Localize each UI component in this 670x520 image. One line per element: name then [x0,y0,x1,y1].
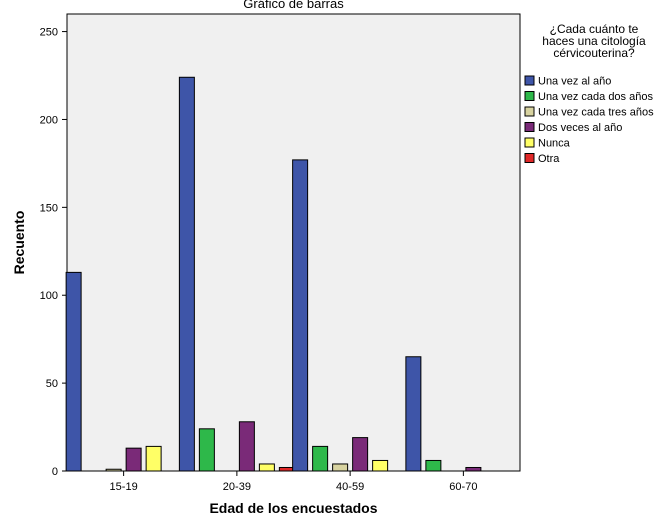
axes: 0 50 100 150 200 250 15-19 20-39 40-59 60-70 [40,27,478,493]
chart-title: Gráfico de barras [243,0,344,11]
legend-label: Otra [538,153,560,165]
bar [425,459,442,472]
legend-swatch [524,106,535,117]
legend-swatch [524,153,535,163]
bar [125,447,142,472]
bar [332,463,349,472]
y-tick-label: 150 [40,202,58,214]
legend-label: Una vez cada tres años [538,107,654,119]
legend-label: Nunca [538,138,571,150]
bar [65,271,82,472]
x-tick-label: 40-59 [336,481,364,493]
legend-swatch [524,75,535,86]
bar [258,463,275,472]
y-tick-label: 250 [40,27,58,39]
legend-swatch [524,122,535,132]
bar [198,428,215,472]
legend-label: Una vez cada dos años [538,91,653,103]
bar [312,445,329,472]
bar [238,421,255,472]
legend-title: ¿Cada cuánto te [550,22,639,36]
legend-label: Una vez al año [538,76,611,88]
y-tick-label: 0 [52,466,58,478]
y-tick-label: 100 [40,290,58,302]
bar [405,356,422,472]
legend-title: haces una citología [542,34,646,48]
bar [352,437,369,472]
bars [65,76,482,472]
x-axis-label: Edad de los encuestados [209,500,377,516]
x-tick-label: 60-70 [449,481,477,493]
y-tick-label: 200 [40,114,58,126]
y-tick-label: 50 [46,378,58,390]
bar [292,159,309,472]
legend-swatch [524,91,535,101]
bar [178,76,195,472]
legend-title: cérvicouterina? [553,46,635,60]
bar [145,445,162,472]
bar [372,459,389,472]
y-axis-label: Recuento [11,211,27,275]
legend-label: Dos veces al año [538,122,622,134]
legend-swatch [524,137,535,148]
x-tick-label: 20-39 [223,481,251,493]
bar [105,468,122,472]
bar [465,466,482,472]
x-tick-label: 15-19 [110,481,138,493]
